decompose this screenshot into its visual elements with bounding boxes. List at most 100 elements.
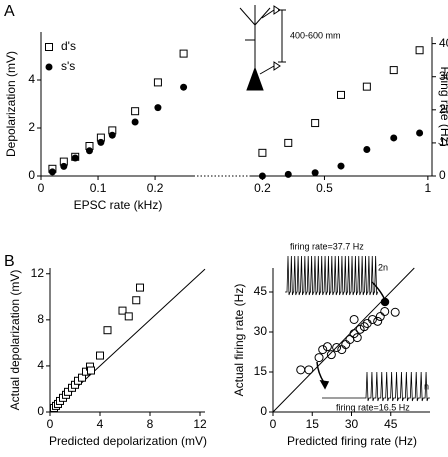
marker <box>284 170 292 178</box>
marker <box>345 334 355 344</box>
marker <box>314 353 324 363</box>
x-tick-label: 8 <box>147 417 154 431</box>
marker <box>326 350 336 360</box>
y-tick-label: 0 <box>37 404 44 418</box>
legend-label: s's <box>61 59 75 73</box>
marker <box>415 46 424 55</box>
marker <box>332 342 342 352</box>
x-tick-label: 4 <box>97 417 104 431</box>
x-tick-label: 45 <box>384 417 398 431</box>
marker <box>362 82 371 91</box>
marker <box>322 342 332 352</box>
trace-label: firing rate=37.7 Hz <box>290 241 364 251</box>
marker <box>87 366 95 375</box>
marker <box>118 306 127 315</box>
marker <box>363 146 371 154</box>
marker <box>258 148 267 157</box>
trace-label: firing rate=16.5 Hz <box>336 402 410 412</box>
x-tick-label: 0 <box>270 417 277 431</box>
x-tick-label: 0 <box>38 181 45 195</box>
marker <box>296 365 306 375</box>
marker <box>45 43 53 51</box>
y-tick-label: 12 <box>31 266 45 280</box>
marker <box>180 83 188 91</box>
x-axis-label: EPSC rate (kHz) <box>74 198 163 212</box>
identity-line <box>272 267 415 413</box>
marker <box>337 90 345 99</box>
marker <box>258 172 266 180</box>
marker <box>390 307 400 317</box>
x-tick-label: 30 <box>345 417 359 431</box>
marker <box>318 345 328 355</box>
x-tick-label: 0 <box>47 417 54 431</box>
marker <box>60 162 68 170</box>
marker <box>349 314 359 324</box>
marker <box>85 147 93 155</box>
x-tick-label: 1 <box>425 181 432 195</box>
legend-label: d's <box>61 39 76 53</box>
spike-trace <box>322 371 430 402</box>
marker <box>359 322 369 332</box>
neuron-diagram <box>239 5 286 91</box>
y-tick-label: 45 <box>254 284 268 298</box>
x-tick-label: 0.1 <box>90 181 107 195</box>
trace-pointers <box>316 281 390 390</box>
marker <box>96 351 104 360</box>
distance-label: 400-600 mm <box>290 30 341 40</box>
marker <box>154 104 162 112</box>
marker <box>284 138 293 147</box>
marker <box>45 63 53 71</box>
marker <box>375 312 385 322</box>
y-tick-label: 15 <box>254 364 268 378</box>
y-axis-label: Actual depolarization (mV) <box>8 270 22 411</box>
y-tick-label: 20 <box>439 102 448 116</box>
y-tick-label: 0 <box>439 168 446 182</box>
y-tick-label: 40 <box>439 36 448 50</box>
marker <box>136 283 144 292</box>
marker <box>131 118 139 126</box>
panel-label: B <box>4 253 15 270</box>
marker <box>71 154 79 162</box>
y-tick-label: 0 <box>260 404 267 418</box>
voltage-traces <box>285 255 430 402</box>
trace-tag: n <box>424 381 429 391</box>
x-tick-label: 12 <box>193 417 207 431</box>
marker <box>131 107 140 116</box>
y-tick-label: 30 <box>254 324 268 338</box>
y-tick-label: 4 <box>37 358 44 372</box>
y-tick-label: 0 <box>28 168 35 182</box>
y-tick-label: 2 <box>28 120 35 134</box>
marker <box>373 316 383 326</box>
x-tick-label: 15 <box>306 417 320 431</box>
marker <box>311 169 319 177</box>
x-tick-label: 0.5 <box>316 181 333 195</box>
x-tick-label: 0.2 <box>254 181 271 195</box>
y-tick-label: 8 <box>37 312 44 326</box>
x-axis-label: Predicted firing rate (Hz) <box>287 434 417 448</box>
marker <box>48 168 56 176</box>
spike-trace <box>285 255 379 296</box>
marker <box>311 119 320 128</box>
marker <box>367 314 377 324</box>
marker <box>380 306 390 316</box>
marker <box>352 333 362 343</box>
y-tick-label: 4 <box>28 72 35 86</box>
marker <box>153 78 162 87</box>
marker <box>337 162 345 170</box>
marker <box>132 296 141 305</box>
panel-label: A <box>4 3 15 20</box>
y-axis-label: Firing rate (Hz) <box>438 66 448 146</box>
marker <box>103 326 112 335</box>
marker <box>341 340 351 350</box>
x-axis-label: Predicted depolarization (mV) <box>49 434 207 448</box>
marker <box>390 134 398 142</box>
y-tick-label: 30 <box>439 69 448 83</box>
marker <box>124 312 133 321</box>
marker <box>337 345 347 355</box>
y-axis-label: Actual firing rate (Hz) <box>232 284 246 397</box>
trace-tag: 2n <box>378 262 388 272</box>
marker <box>416 129 424 137</box>
marker <box>108 131 116 139</box>
marker <box>389 66 398 75</box>
